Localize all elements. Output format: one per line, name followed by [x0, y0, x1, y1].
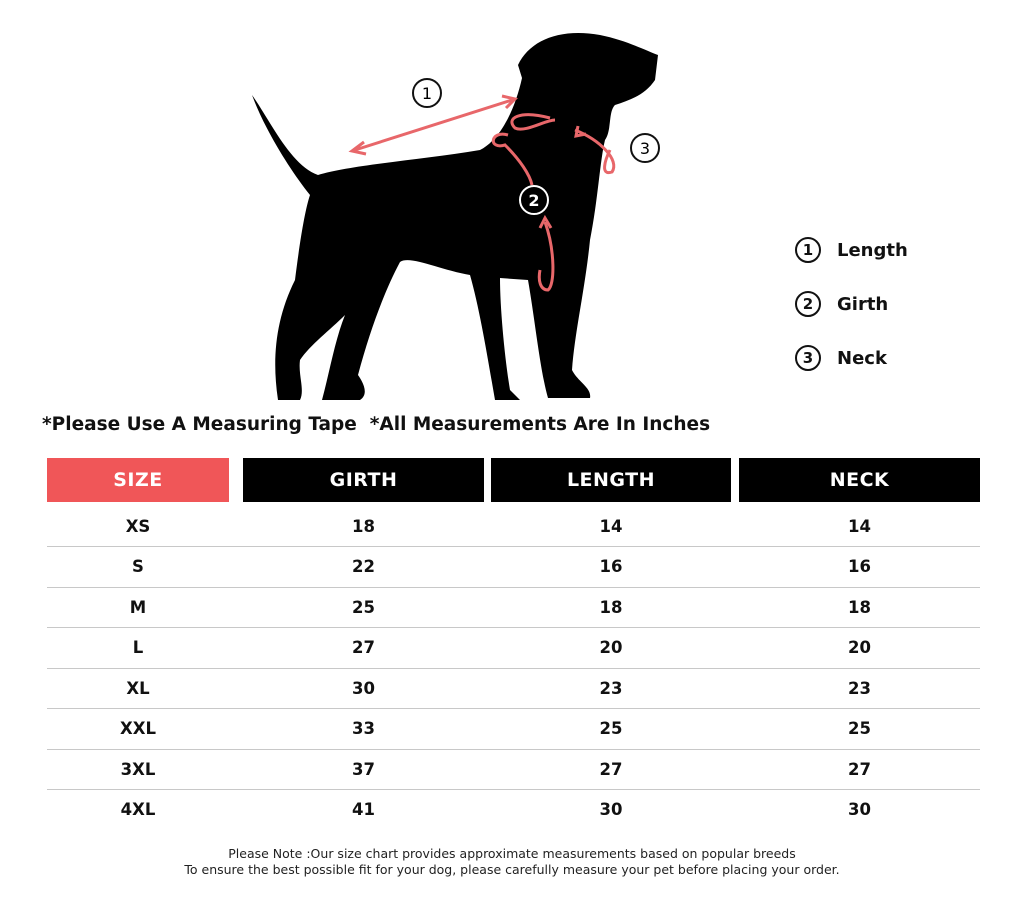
table-row: XL 30 23 23: [47, 668, 980, 709]
length-line: [354, 98, 513, 152]
cell-size: XXL: [120, 719, 156, 738]
cell-girth: 27: [352, 638, 375, 657]
cell-neck: 30: [848, 800, 871, 819]
length-arrowhead-left: [348, 140, 367, 156]
table-row: 4XL 41 30 30: [47, 790, 980, 830]
cell-girth: 41: [352, 800, 375, 819]
cell-neck: 23: [848, 678, 871, 698]
cell-length: 25: [599, 719, 623, 738]
cell-size: M: [129, 597, 147, 617]
cell-size: S: [132, 557, 144, 576]
footer-line-1: Please Note :Our size chart provides app…: [228, 846, 796, 861]
cell-girth: 18: [352, 516, 375, 536]
footer-line-2: To ensure the best possible fit for your…: [184, 862, 840, 877]
cell-size: L: [132, 638, 144, 657]
legend-label: Length: [837, 239, 908, 261]
cell-length: 30: [599, 800, 623, 819]
marker-2: 2: [519, 185, 549, 215]
cell-neck: 20: [848, 638, 871, 657]
table-row: XS 18 14 14: [47, 506, 980, 547]
cell-neck: 18: [848, 597, 871, 617]
girth-loop: [491, 132, 534, 186]
cell-neck: 27: [848, 759, 871, 779]
length-arrowhead-right: [501, 94, 518, 110]
neck-loop-2: [574, 128, 616, 175]
cell-size: XS: [125, 516, 151, 536]
tape-note: *Please Use A Measuring Tape: [42, 414, 357, 435]
measurement-notes: *Please Use A Measuring Tape *All Measur…: [42, 414, 710, 435]
legend-number: 3: [795, 345, 821, 371]
measure-lines: [348, 94, 616, 292]
svg-text:2: 2: [528, 191, 539, 210]
cell-length: 27: [599, 759, 623, 779]
cell-neck: 25: [848, 719, 871, 738]
girth-loop-2: [537, 221, 555, 292]
legend-girth: 2 Girth: [795, 291, 888, 317]
svg-text:1: 1: [422, 84, 432, 103]
cell-girth: 30: [352, 678, 375, 698]
legend-neck: 3 Neck: [795, 345, 887, 371]
cell-length: 14: [599, 516, 623, 536]
cell-girth: 22: [352, 557, 375, 576]
neck-loop: [510, 113, 556, 131]
neck-arrowhead: [574, 125, 587, 138]
units-note: *All Measurements Are In Inches: [369, 414, 711, 435]
cell-neck: 16: [848, 557, 871, 576]
legend-label: Girth: [837, 293, 889, 315]
footer-note: Please Note :Our size chart provides app…: [0, 846, 1024, 878]
header-neck: NECK: [739, 458, 980, 502]
legend-number: 2: [795, 291, 821, 317]
cell-length: 23: [599, 678, 623, 698]
header-size: SIZE: [47, 458, 229, 502]
cell-size: 3XL: [120, 759, 156, 779]
legend-label: Neck: [837, 347, 887, 369]
cell-length: 18: [599, 597, 623, 617]
svg-text:3: 3: [640, 139, 650, 158]
marker-3: 3: [630, 133, 660, 163]
table-row: S 22 16 16: [47, 547, 980, 588]
table-row: XXL 33 25 25: [47, 709, 980, 750]
legend-length: 1 Length: [795, 237, 908, 263]
legend-number: 1: [795, 237, 821, 263]
table-row: 3XL 37 27 27: [47, 749, 980, 790]
cell-girth: 25: [352, 597, 375, 617]
table-row: M 25 18 18: [47, 587, 980, 628]
cell-girth: 33: [352, 719, 375, 738]
header-girth: GIRTH: [243, 458, 484, 502]
dog-silhouette: [252, 33, 658, 400]
table-row: L 27 20 20: [47, 628, 980, 669]
cell-girth: 37: [352, 759, 375, 779]
dog-measurement-diagram: 1 2 3: [252, 33, 660, 400]
cell-size: XL: [126, 678, 150, 698]
cell-length: 16: [599, 557, 623, 576]
cell-neck: 14: [848, 516, 871, 536]
cell-length: 20: [599, 638, 623, 657]
girth-arrowhead: [538, 214, 553, 229]
cell-size: 4XL: [120, 800, 156, 819]
marker-1: 1: [412, 78, 442, 108]
header-length: LENGTH: [491, 458, 731, 502]
